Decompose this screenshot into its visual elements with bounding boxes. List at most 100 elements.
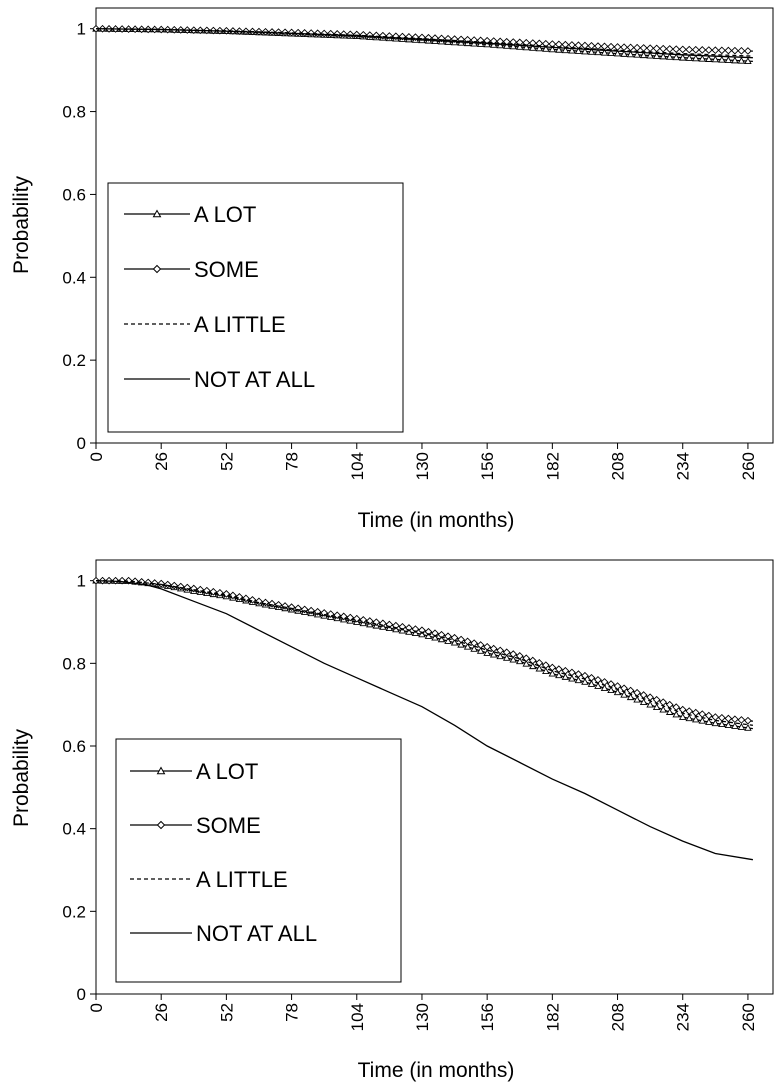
data-point [261, 598, 270, 607]
data-point [450, 633, 459, 642]
data-point [555, 45, 563, 53]
data-point [320, 609, 329, 617]
data-point [418, 626, 426, 635]
y-tick-label: 1 [77, 572, 86, 591]
x-tick-label: 52 [217, 1003, 236, 1022]
data-point [685, 714, 694, 722]
data-point [157, 579, 166, 588]
data-point [600, 684, 609, 691]
data-point [620, 690, 628, 698]
data-point [672, 45, 681, 54]
data-point [313, 29, 322, 38]
data-point [633, 695, 641, 703]
x-tick-label: 208 [609, 452, 628, 480]
data-point [744, 47, 752, 55]
data-point [444, 637, 452, 644]
data-point [731, 722, 739, 729]
data-point [587, 47, 596, 55]
data-point [652, 703, 661, 710]
y-tick-label: 0.6 [62, 185, 86, 204]
data-point [705, 718, 713, 725]
data-point [731, 56, 739, 64]
data-point [424, 632, 433, 639]
data-point [698, 716, 707, 724]
data-point [392, 32, 400, 41]
data-point [411, 625, 420, 633]
data-point [424, 627, 433, 636]
data-point [568, 674, 576, 682]
data-point [607, 42, 615, 51]
data-point [268, 599, 276, 608]
data-point [281, 602, 289, 610]
data-point [365, 617, 374, 625]
data-point [744, 57, 752, 65]
data-point [431, 633, 439, 641]
data-point [496, 652, 504, 660]
data-point [229, 591, 237, 600]
data-point [737, 46, 746, 55]
data-point [489, 650, 498, 658]
data-point [385, 620, 394, 629]
data-point [202, 586, 211, 595]
data-point [183, 583, 192, 592]
data-point [711, 719, 720, 727]
data-point [333, 611, 342, 620]
y-tick-label: 0.2 [62, 902, 86, 921]
x-tick-label: 260 [739, 452, 758, 480]
data-point [704, 46, 713, 54]
data-point [542, 667, 550, 675]
x-tick-label: 156 [478, 452, 497, 480]
x-axis-title: Time (in months) [358, 509, 515, 532]
data-point [196, 585, 205, 594]
y-tick-label: 0.2 [62, 351, 86, 370]
data-point [515, 43, 524, 50]
data-point [111, 576, 120, 585]
data-point [502, 648, 511, 657]
data-point [718, 720, 726, 728]
x-tick-label: 130 [413, 1003, 432, 1031]
legend-label-some: SOME [196, 813, 261, 838]
legend-label-a-lot: A LOT [194, 202, 256, 227]
data-point [600, 48, 609, 56]
data-point [692, 54, 700, 62]
data-point [607, 49, 615, 57]
data-point [489, 644, 498, 653]
tick-layer: 0 0.2 0.4 0.6 0.8 1 0 26 52 78 104 130 156 182 208 234 2… [62, 572, 758, 1032]
legend-label-not-at-all: NOT AT ALL [196, 921, 317, 946]
data-point [216, 588, 224, 597]
legend-label-some: SOME [194, 257, 259, 282]
data-point [529, 44, 537, 51]
data-point [665, 45, 674, 53]
data-point [659, 705, 667, 713]
data-point [685, 45, 694, 54]
y-tick-label: 0 [77, 434, 86, 453]
series-line-not-at-all [95, 580, 754, 861]
data-point [483, 649, 491, 656]
data-point [515, 657, 524, 665]
data-point [633, 50, 641, 58]
data-point [652, 52, 661, 59]
data-point [724, 721, 733, 728]
data-point [444, 632, 452, 641]
y-tick-label: 0.8 [62, 103, 86, 122]
x-tick-label: 156 [478, 1003, 497, 1031]
data-point [594, 48, 602, 56]
data-point [718, 55, 726, 63]
data-point [522, 654, 531, 663]
data-point [691, 45, 700, 54]
series-layer [92, 24, 753, 65]
legend: A LOT SOME A LITTLE NOT AT ALL [107, 182, 404, 433]
data-point [359, 616, 368, 624]
data-point [522, 43, 531, 51]
x-tick-label: 234 [674, 452, 693, 480]
legend-frame [115, 738, 402, 983]
data-point [626, 693, 635, 701]
data-point [744, 716, 752, 725]
data-point [496, 646, 505, 655]
data-point [222, 590, 231, 598]
data-point [724, 46, 733, 55]
data-point [542, 45, 550, 52]
data-point [92, 576, 100, 585]
data-point [646, 51, 654, 59]
